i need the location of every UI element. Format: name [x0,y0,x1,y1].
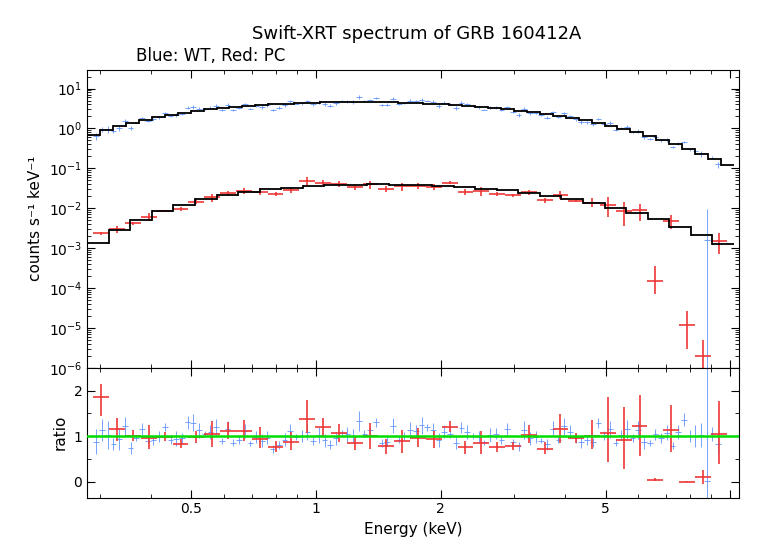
X-axis label: Energy (keV): Energy (keV) [364,522,462,537]
Y-axis label: counts s⁻¹ keV⁻¹: counts s⁻¹ keV⁻¹ [28,156,43,281]
Y-axis label: ratio: ratio [53,415,68,450]
Text: Blue: WT, Red: PC: Blue: WT, Red: PC [136,47,286,65]
Text: Swift-XRT spectrum of GRB 160412A: Swift-XRT spectrum of GRB 160412A [252,25,581,43]
